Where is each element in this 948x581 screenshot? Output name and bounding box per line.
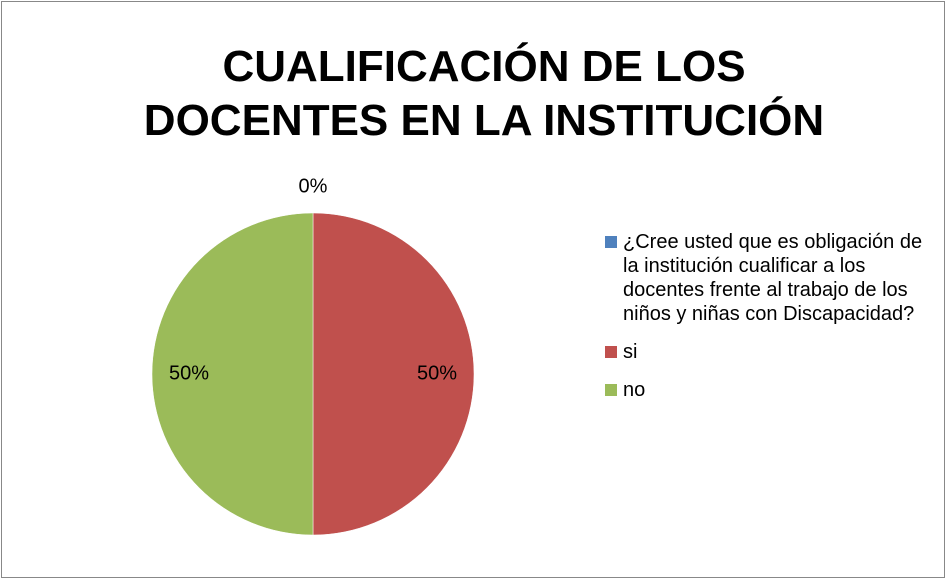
legend-swatch — [605, 384, 617, 396]
legend-item: ¿Cree usted que es obligación de la inst… — [605, 230, 940, 326]
legend-swatch — [605, 236, 617, 248]
legend-swatch — [605, 346, 617, 358]
legend-label: si — [623, 341, 638, 363]
chart-title: CUALIFICACIÓN DE LOS DOCENTES EN LA INST… — [143, 42, 825, 145]
legend-label: no — [623, 379, 646, 401]
legend-label: ¿Cree usted que es obligación de la inst… — [623, 231, 923, 325]
data-label: 0% — [299, 175, 328, 197]
pie-slice — [312, 212, 475, 536]
data-label: 50% — [169, 362, 209, 384]
legend: ¿Cree usted que es obligación de la inst… — [605, 230, 940, 416]
pie-slice — [151, 212, 314, 536]
data-label: 50% — [417, 362, 457, 384]
legend-item: si — [605, 340, 940, 364]
legend-item: no — [605, 378, 940, 402]
